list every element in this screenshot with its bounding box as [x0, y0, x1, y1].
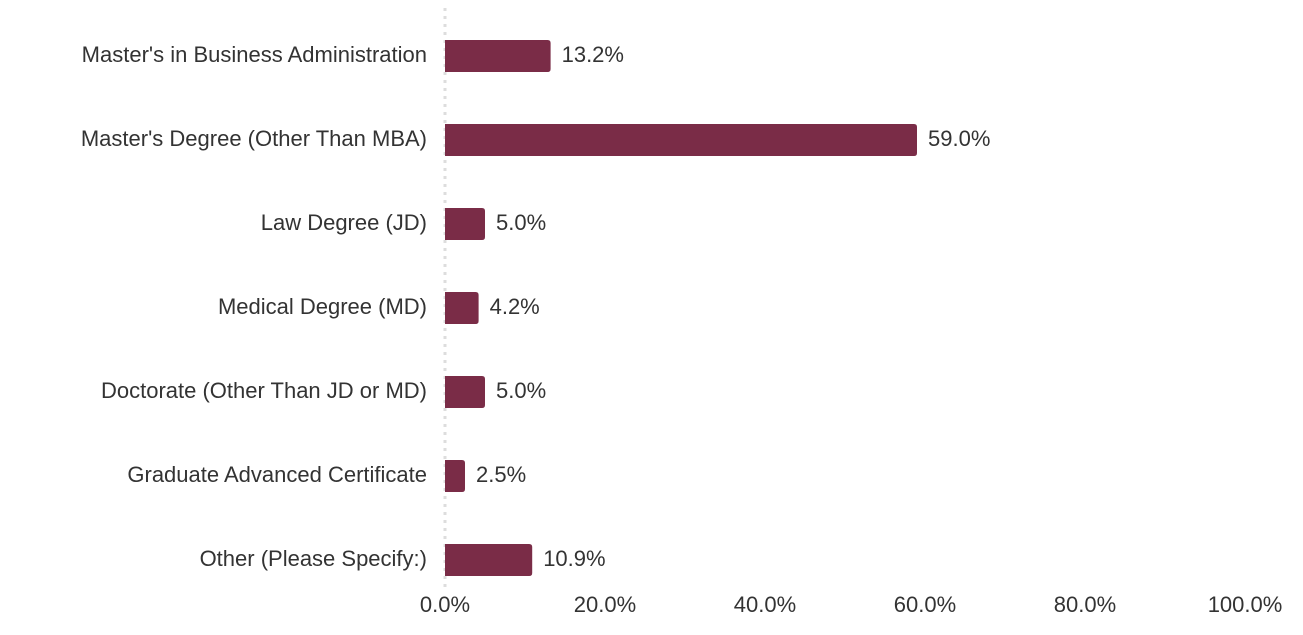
bar — [445, 376, 485, 408]
value-label: 5.0% — [496, 210, 546, 235]
y-tick-label: Other (Please Specify:) — [200, 546, 427, 571]
value-label: 13.2% — [562, 42, 624, 67]
y-tick-label: Graduate Advanced Certificate — [127, 462, 427, 487]
bar — [445, 40, 551, 72]
x-tick-label: 60.0% — [894, 592, 956, 617]
x-tick-label: 20.0% — [574, 592, 636, 617]
x-tick-label: 0.0% — [420, 592, 470, 617]
x-tick-label: 100.0% — [1208, 592, 1283, 617]
value-label: 4.2% — [490, 294, 540, 319]
bar — [445, 460, 465, 492]
bar — [445, 292, 479, 324]
y-tick-label: Master's in Business Administration — [82, 42, 427, 67]
value-label: 59.0% — [928, 126, 990, 151]
value-label: 5.0% — [496, 378, 546, 403]
bar — [445, 208, 485, 240]
y-tick-label: Doctorate (Other Than JD or MD) — [101, 378, 427, 403]
value-label: 10.9% — [543, 546, 605, 571]
bar — [445, 124, 917, 156]
value-label: 2.5% — [476, 462, 526, 487]
bar — [445, 544, 533, 576]
y-tick-label: Medical Degree (MD) — [218, 294, 427, 319]
x-tick-label: 40.0% — [734, 592, 796, 617]
y-tick-label: Law Degree (JD) — [261, 210, 427, 235]
x-tick-label: 80.0% — [1054, 592, 1116, 617]
y-tick-label: Master's Degree (Other Than MBA) — [81, 126, 427, 151]
